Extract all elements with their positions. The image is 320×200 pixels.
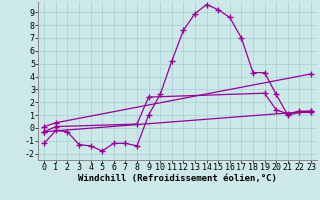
X-axis label: Windchill (Refroidissement éolien,°C): Windchill (Refroidissement éolien,°C) [78, 174, 277, 183]
